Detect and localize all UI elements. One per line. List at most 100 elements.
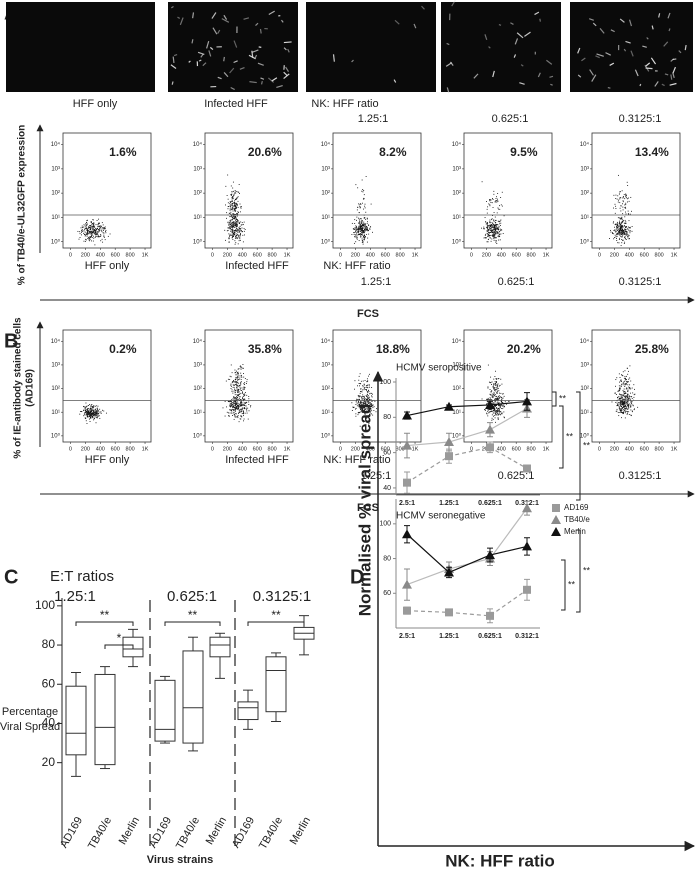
- event-dot: [498, 390, 500, 392]
- event-dot: [250, 406, 251, 408]
- event-dot: [358, 203, 360, 205]
- event-dot: [234, 211, 236, 212]
- event-dot: [627, 237, 629, 239]
- event-dot: [622, 206, 624, 208]
- event-dot: [502, 233, 504, 235]
- event-dot: [231, 215, 233, 217]
- event-dot: [88, 411, 90, 413]
- data-point: [522, 541, 532, 551]
- event-dot: [486, 413, 488, 415]
- event-dot: [238, 406, 240, 408]
- series-line: [406, 446, 528, 484]
- event-dot: [625, 213, 627, 215]
- event-dot: [243, 418, 245, 420]
- event-dot: [489, 221, 491, 223]
- event-dot: [244, 407, 246, 409]
- event-dot: [356, 235, 358, 237]
- event-dot: [487, 232, 489, 234]
- micrograph: [441, 2, 561, 92]
- event-dot: [230, 201, 232, 203]
- event-dot: [241, 401, 243, 403]
- event-dot: [231, 411, 233, 413]
- event-dot: [225, 185, 227, 187]
- event-dot: [232, 207, 234, 209]
- event-dot: [365, 227, 367, 229]
- event-dot: [363, 395, 365, 397]
- event-dot: [235, 413, 237, 415]
- event-dot: [360, 388, 362, 390]
- event-dot: [84, 229, 86, 230]
- y-tick-label: 10¹: [321, 215, 330, 221]
- event-dot: [358, 217, 359, 219]
- event-dot: [620, 403, 622, 404]
- event-dot: [232, 381, 234, 383]
- event-dot: [624, 410, 626, 412]
- event-dot: [370, 408, 371, 409]
- event-dot: [99, 222, 100, 224]
- event-dot: [233, 213, 234, 215]
- event-dot: [622, 231, 624, 233]
- event-dot: [620, 228, 622, 230]
- event-dot: [233, 396, 235, 398]
- event-dot: [482, 228, 484, 230]
- event-dot: [233, 190, 234, 192]
- event-dot: [359, 411, 361, 413]
- event-dot: [236, 370, 237, 372]
- event-dot: [244, 394, 246, 396]
- event-dot: [235, 398, 237, 400]
- event-dot: [98, 222, 100, 224]
- event-dot: [83, 410, 85, 412]
- event-dot: [487, 226, 489, 228]
- event-dot: [494, 407, 496, 409]
- event-dot: [365, 404, 367, 406]
- event-dot: [234, 205, 236, 207]
- y-tick-label: 80: [383, 414, 391, 421]
- event-dot: [634, 388, 635, 390]
- event-dot: [368, 405, 370, 407]
- event-dot: [235, 236, 236, 238]
- y-axis-label: Viral Spread: [0, 721, 60, 733]
- event-dot: [89, 227, 91, 229]
- event-dot: [98, 230, 100, 232]
- x-tick-label: 1.25:1: [439, 500, 459, 507]
- event-dot: [489, 409, 491, 410]
- event-dot: [94, 414, 96, 415]
- event-dot: [484, 228, 485, 230]
- event-dot: [229, 375, 231, 377]
- event-dot: [80, 227, 82, 229]
- event-dot: [235, 242, 237, 244]
- plot-caption: Infected HFF: [225, 454, 289, 466]
- event-dot: [496, 407, 498, 409]
- event-dot: [91, 408, 93, 410]
- event-dot: [93, 222, 95, 224]
- event-dot: [496, 224, 498, 225]
- event-dot: [496, 381, 498, 382]
- x-tick-label: 400: [238, 252, 247, 258]
- event-dot: [354, 223, 356, 224]
- event-dot: [493, 378, 495, 380]
- event-dot: [243, 221, 245, 223]
- event-dot: [493, 410, 495, 412]
- event-dot: [98, 231, 100, 233]
- event-dot: [503, 215, 505, 217]
- event-dot: [365, 211, 367, 213]
- significance: **: [188, 608, 198, 622]
- event-dot: [627, 390, 629, 392]
- event-dot: [623, 194, 625, 196]
- y-tick-label: 10¹: [193, 215, 202, 221]
- event-dot: [89, 225, 91, 226]
- event-dot: [355, 184, 357, 186]
- cell-glow: [634, 69, 639, 77]
- event-dot: [98, 236, 100, 238]
- event-dot: [624, 241, 626, 243]
- event-dot: [368, 386, 370, 388]
- event-dot: [98, 231, 100, 232]
- event-dot: [243, 386, 245, 388]
- event-dot: [489, 399, 491, 401]
- event-dot: [617, 224, 619, 226]
- event-dot: [492, 384, 494, 386]
- event-dot: [353, 232, 355, 234]
- event-dot: [234, 205, 235, 207]
- event-dot: [235, 403, 237, 405]
- event-dot: [622, 213, 624, 215]
